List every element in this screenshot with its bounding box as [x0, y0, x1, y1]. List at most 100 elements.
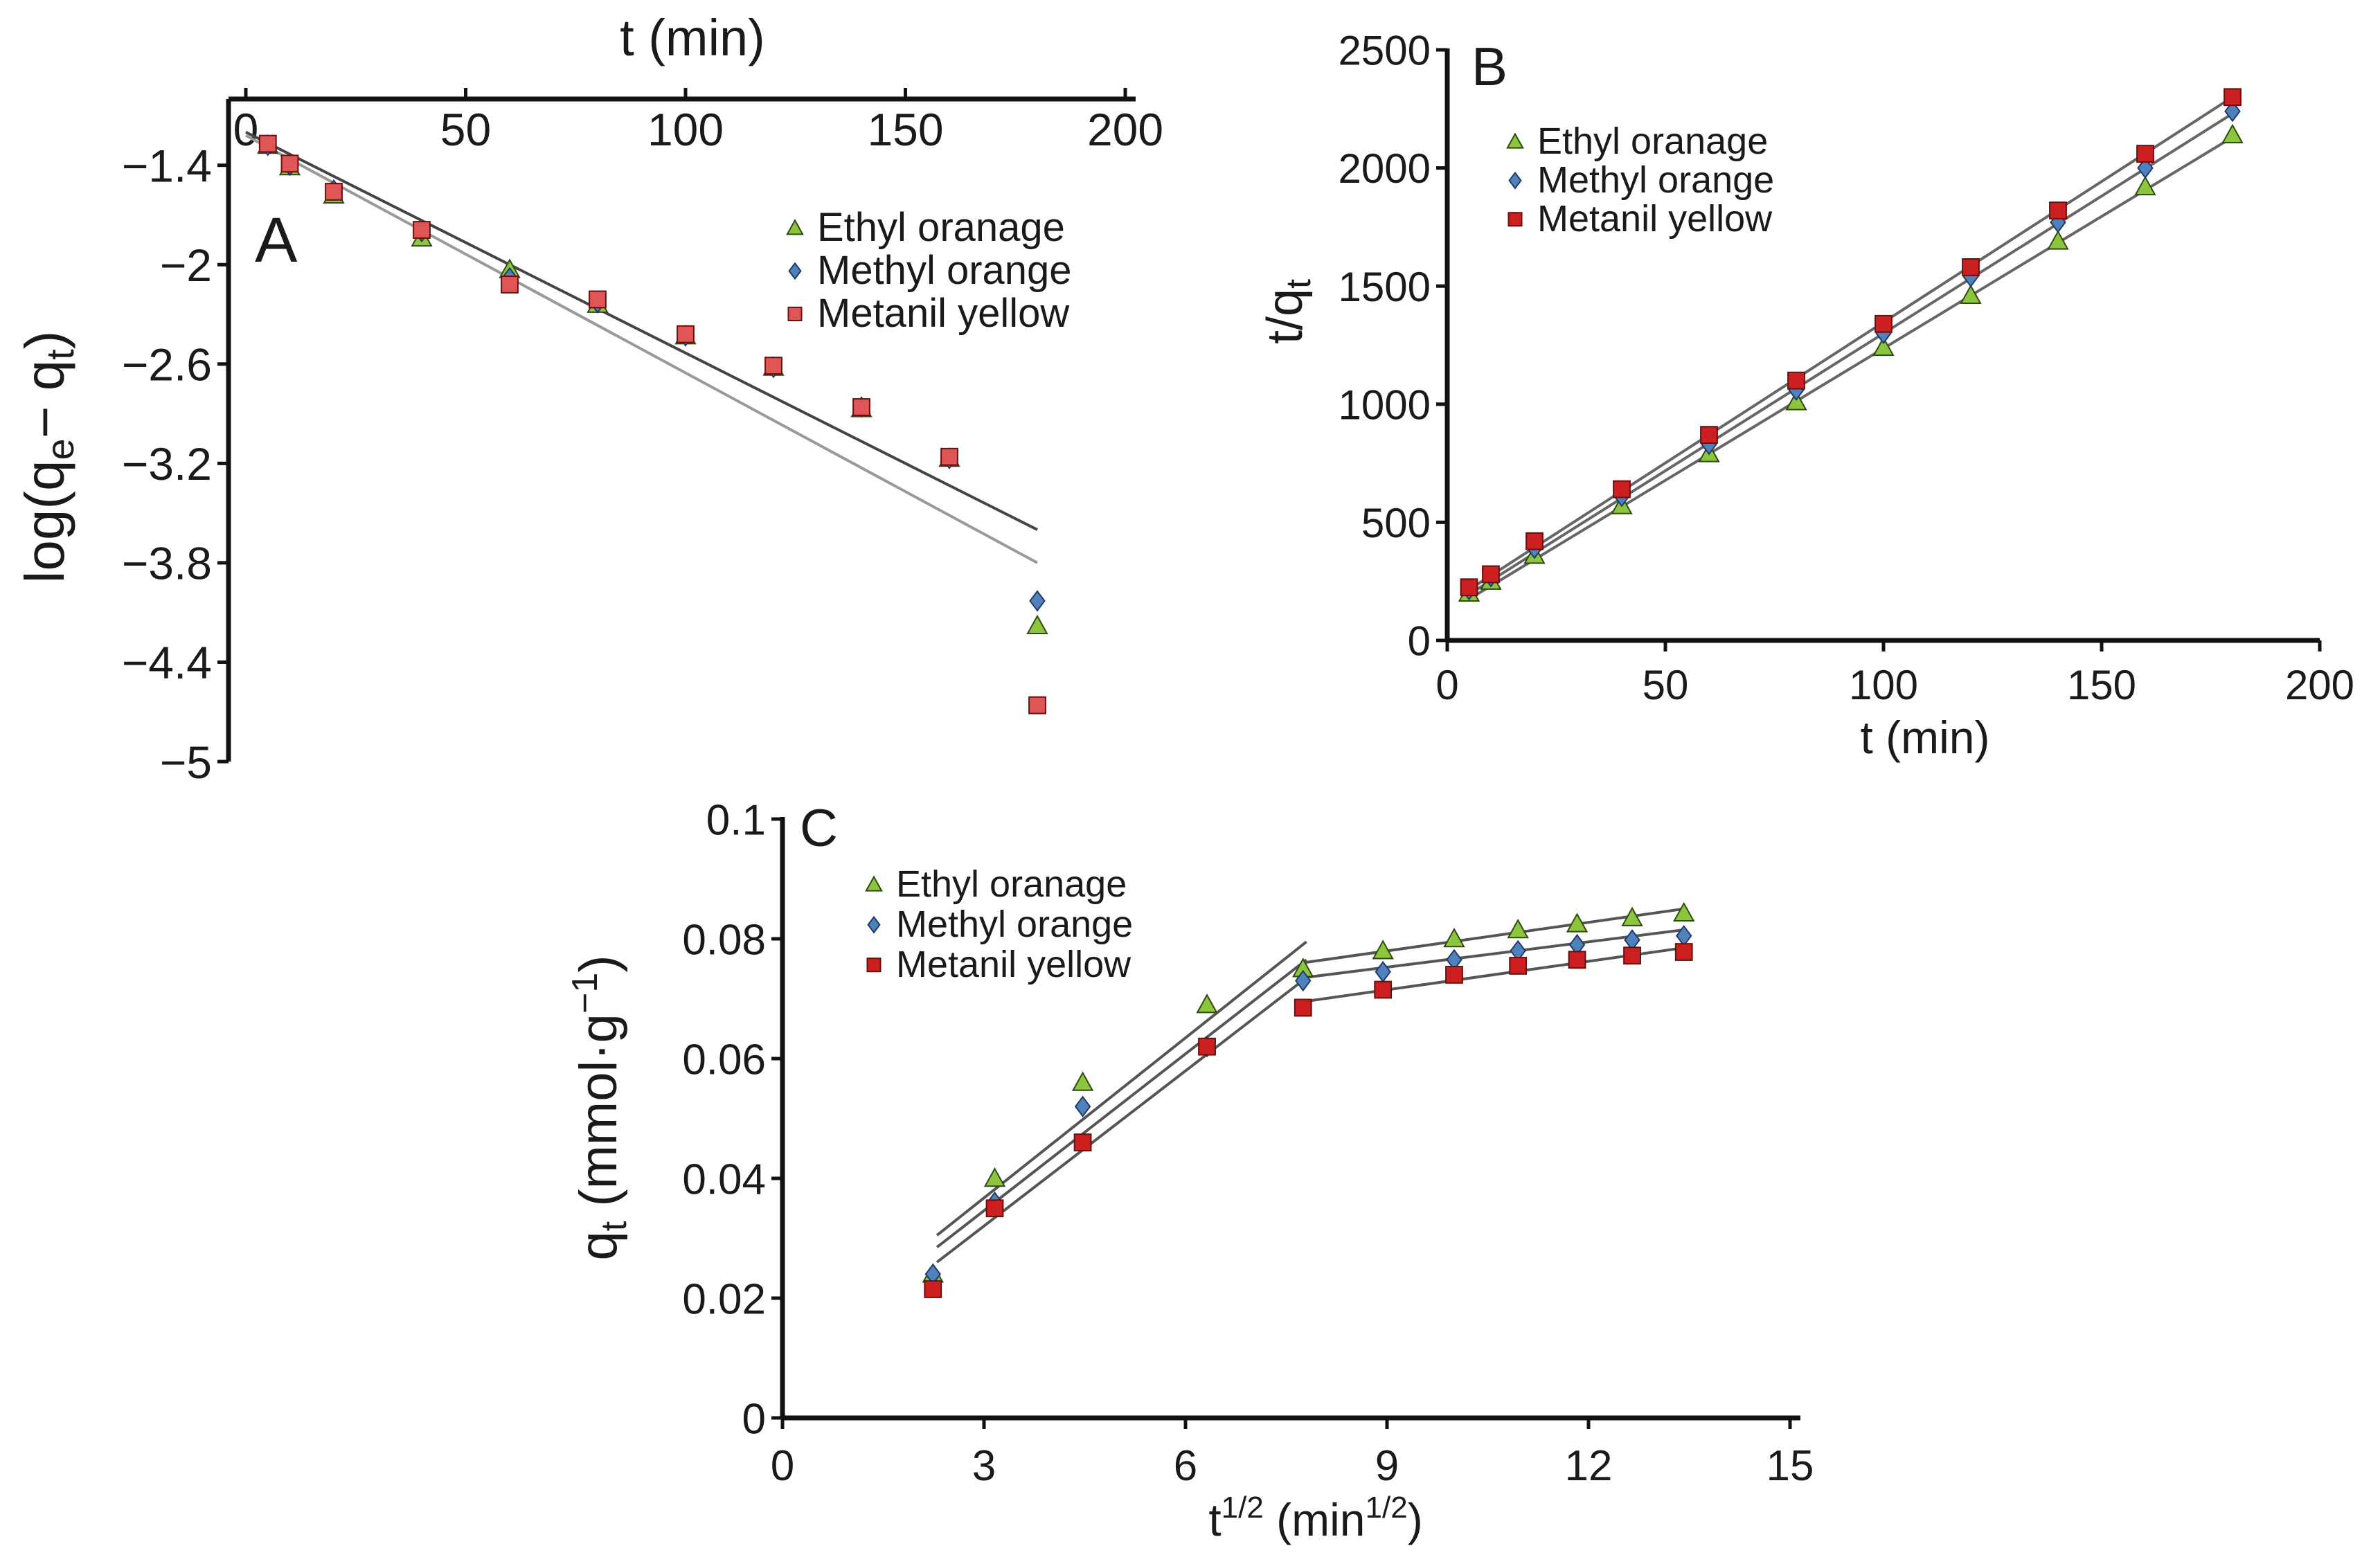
- a-x-tick-label-2: 100: [647, 104, 724, 155]
- panel-c-y-axis-title-main: q: [569, 1231, 628, 1260]
- a-y-tick-label-1: −2: [160, 240, 212, 291]
- panel-b-y-axis-title-sub: t: [1279, 279, 1318, 289]
- c-point-ethyl-oranage-10: [1673, 901, 1695, 922]
- a-legend-label-ethyl-oranage: Ethyl oranage: [817, 205, 1065, 250]
- c-x-tick-label-0: 0: [771, 1442, 794, 1490]
- panel-b-data-points: [1458, 88, 2244, 602]
- c-legend-marker-metanil-yellow: [866, 958, 882, 973]
- panel-c-y-axis-title-close: ): [569, 955, 628, 972]
- panel-a-data-points: [257, 134, 1048, 714]
- b-legend-label-ethyl-oranage: Ethyl oranage: [1537, 120, 1768, 162]
- panel-c-x-axis-title-paren: (min: [1264, 1494, 1366, 1545]
- c-legend-label-ethyl-oranage: Ethyl oranage: [896, 863, 1127, 905]
- a-point-metanil-yellow-10: [1028, 696, 1046, 714]
- b-point-metanil-yellow-10: [2224, 88, 2242, 107]
- c-point-methyl-orange-10: [1675, 925, 1692, 947]
- b-legend-label-metanil-yellow: Metanil yellow: [1537, 198, 1773, 240]
- c-point-metanil-yellow-7: [1509, 957, 1528, 975]
- panel-c-x-axis-title-base: t: [1208, 1494, 1221, 1545]
- panel-a-pseudo-first-order: 0 50 100 150 200 −1.4 −2 −2.6 −3.2 −3.8 −4.4 −5 t …: [14, 9, 1163, 788]
- b-point-methyl-orange-9: [2137, 156, 2154, 179]
- panel-a-y-axis-title-sub2: t: [38, 349, 82, 360]
- b-point-metanil-yellow-5: [1787, 371, 1805, 390]
- b-point-metanil-yellow-9: [2136, 145, 2154, 163]
- c-point-methyl-orange-5: [1375, 960, 1391, 983]
- b-point-metanil-yellow-7: [1962, 258, 1980, 276]
- panel-b-y-tick-marks: [1436, 48, 1447, 642]
- c-point-ethyl-oranage-1: [983, 1167, 1006, 1187]
- a-fit-line-0: [245, 131, 1038, 531]
- a-point-metanil-yellow-4: [501, 276, 519, 294]
- c-y-tick-label-2: 0.04: [682, 1156, 766, 1203]
- panel-c-x-tick-labels: 0 3 6 9 12 15: [771, 1442, 1814, 1490]
- a-y-tick-label-3: −3.2: [122, 438, 212, 489]
- b-y-tick-label-2: 1000: [1339, 381, 1431, 428]
- panel-b-fit-lines: [1468, 96, 2234, 601]
- c-point-metanil-yellow-5: [1374, 980, 1393, 999]
- a-legend-marker-ethyl-oranage: [786, 219, 804, 235]
- panel-b-y-axis-title: t/qt: [1258, 279, 1318, 344]
- c-point-methyl-orange-4: [1295, 969, 1312, 992]
- a-point-metanil-yellow-1: [280, 154, 299, 173]
- b-point-metanil-yellow-0: [1460, 578, 1478, 597]
- a-x-tick-label-4: 200: [1087, 104, 1163, 155]
- a-point-metanil-yellow-3: [413, 221, 431, 239]
- b-x-tick-label-1: 50: [1643, 662, 1689, 708]
- c-point-ethyl-oranage-6: [1443, 927, 1465, 948]
- b-x-tick-label-2: 100: [1849, 662, 1918, 708]
- c-legend-label-methyl-orange: Methyl orange: [896, 904, 1133, 945]
- b-fit-line-2: [1468, 96, 2234, 591]
- panel-c-x-axis-title-sup2: 1/2: [1366, 1491, 1408, 1525]
- a-point-methyl-orange-10: [1029, 590, 1046, 612]
- panel-b-pseudo-second-order: 0 50 100 150 200 0 500 1000 1500 2000 2500 t (min…: [1258, 28, 2354, 763]
- a-y-tick-label-5: −4.4: [122, 637, 212, 688]
- a-y-tick-label-2: −2.6: [122, 339, 212, 390]
- panel-a-fit-lines: [245, 131, 1038, 564]
- a-point-metanil-yellow-0: [258, 134, 277, 153]
- c-x-tick-label-2: 6: [1174, 1442, 1197, 1490]
- panel-c-y-axis-title: qt (mmol·g−1): [565, 955, 634, 1260]
- panel-a-y-axis-title-main: log(q: [14, 460, 75, 583]
- b-legend-marker-methyl-orange: [1508, 171, 1522, 190]
- a-point-metanil-yellow-8: [852, 398, 870, 416]
- c-legend-label-metanil-yellow: Metanil yellow: [896, 944, 1131, 985]
- c-y-tick-label-1: 0.02: [682, 1275, 766, 1323]
- panel-a-label: A: [255, 205, 298, 276]
- b-point-metanil-yellow-2: [1525, 532, 1544, 550]
- panel-c-x-tick-marks: [780, 1418, 1792, 1429]
- b-fit-line-1: [1468, 112, 2234, 596]
- b-point-ethyl-oranage-8: [2047, 230, 2069, 250]
- c-y-tick-label-0: 0: [742, 1395, 766, 1443]
- panel-b-x-tick-labels: 0 50 100 150 200: [1435, 662, 2354, 708]
- b-point-ethyl-oranage-10: [2221, 123, 2244, 144]
- b-point-metanil-yellow-3: [1613, 480, 1631, 498]
- panel-b-label: B: [1471, 36, 1507, 97]
- a-point-ethyl-oranage-10: [1026, 614, 1048, 635]
- b-point-methyl-orange-10: [2224, 100, 2241, 123]
- panel-c-y-tick-marks: [771, 817, 782, 1420]
- b-legend-marker-ethyl-oranage: [1506, 132, 1524, 149]
- panel-c-x-axis-title-close: ): [1408, 1494, 1423, 1545]
- panel-a-y-axis-title-close: ): [14, 331, 75, 350]
- a-point-metanil-yellow-6: [677, 325, 695, 343]
- b-point-ethyl-oranage-6: [1872, 336, 1895, 357]
- c-point-metanil-yellow-2: [1073, 1133, 1092, 1151]
- a-x-tick-label-3: 150: [867, 104, 943, 155]
- c-point-ethyl-oranage-3: [1196, 994, 1218, 1014]
- c-fit-line-2: [936, 976, 1307, 1264]
- panel-a-x-tick-labels: 0 50 100 150 200: [233, 104, 1163, 155]
- c-y-tick-label-4: 0.08: [682, 916, 766, 964]
- panel-c-y-axis-title-unit: (mmol·g: [569, 1014, 628, 1221]
- a-y-tick-label-0: −1.4: [122, 140, 212, 191]
- c-y-tick-label-3: 0.06: [682, 1036, 766, 1084]
- b-point-metanil-yellow-1: [1482, 565, 1500, 584]
- c-x-tick-label-5: 15: [1766, 1442, 1814, 1490]
- a-x-tick-label-0: 0: [233, 104, 259, 155]
- panel-a-y-axis-title: log(qe− qt): [14, 331, 82, 584]
- c-x-tick-label-1: 3: [972, 1442, 996, 1490]
- panel-a-x-axis-title: t (min): [620, 9, 765, 66]
- c-point-metanil-yellow-6: [1445, 966, 1463, 984]
- c-fit-line-3: [1303, 907, 1685, 964]
